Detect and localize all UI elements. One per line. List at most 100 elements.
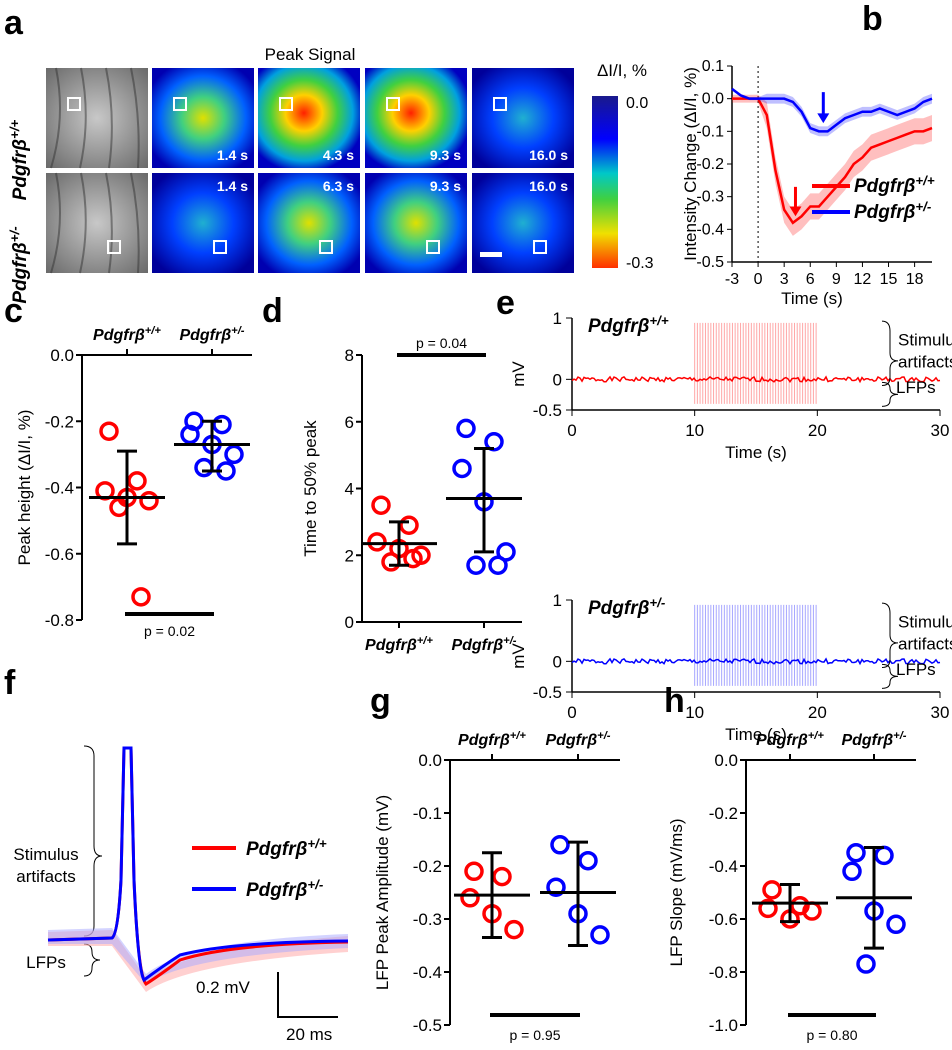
time-label: 1.4 s	[217, 178, 248, 194]
time-label: 1.4 s	[217, 147, 248, 163]
data-point	[403, 548, 423, 569]
group-label-het: Pdgfrβ+/-	[179, 325, 244, 344]
scale-bar-time: 20 ms	[286, 1025, 332, 1044]
data-point	[846, 843, 866, 863]
annotation-lfps: LFPs	[26, 953, 66, 972]
x-tick-label: 9	[832, 271, 841, 288]
y-tick-label: -0.2	[45, 412, 74, 431]
panel-d: 8 6 4 2 0 Pdgfrβ+/+ Pdgfrβ+/- p = 0.04 Time to 5…	[301, 335, 522, 654]
panel-g: 0.0 -0.1 -0.2 -0.3 -0.4 -0.5 Pdgfrβ+/+ Pdgfrβ+/…	[373, 730, 620, 1043]
colorbar-bottom-label: -0.3	[626, 255, 654, 272]
p-value: p = 0.95	[510, 1027, 561, 1043]
data-point	[224, 444, 244, 465]
data-point	[466, 555, 486, 576]
x-tick-label: 20	[808, 703, 827, 722]
panel-label-c: c	[4, 292, 23, 330]
x-axis-label: Time (s)	[725, 725, 787, 744]
roi-box	[386, 97, 400, 111]
panel-h: 0.0 -0.2 -0.4 -0.6 -0.8 -1.0 Pdgfrβ+/+ Pdgfrβ+/…	[667, 730, 916, 1043]
y-axis-label: Time to 50% peak	[301, 420, 320, 557]
annotation-lfps: LFPs	[896, 378, 936, 397]
peak-signal-title: Peak Signal	[265, 45, 356, 64]
y-tick-label: 0	[553, 652, 562, 671]
y-tick-label: -0.3	[413, 910, 442, 929]
lfp-bracket	[881, 663, 899, 689]
y-tick-label: -0.2	[696, 156, 724, 173]
data-point	[546, 877, 566, 897]
time-label: 16.0 s	[529, 147, 568, 163]
y-tick-label: 0.0	[702, 91, 724, 108]
panel-label-b: b	[862, 0, 883, 38]
panel-label-e: e	[496, 284, 515, 322]
p-value: p = 0.02	[144, 623, 195, 639]
series-line	[732, 97, 933, 225]
roi-box	[173, 97, 187, 111]
roi-box	[426, 240, 440, 254]
x-axis-label: Time (s)	[781, 289, 843, 308]
annotation-stimulus: Stimulus	[898, 331, 952, 350]
y-tick-label: -0.5	[413, 1016, 442, 1035]
y-tick-label: -0.2	[413, 857, 442, 876]
data-point	[464, 861, 484, 882]
y-tick-label: -0.5	[533, 401, 562, 420]
image-tile	[152, 68, 254, 168]
image-tile	[258, 68, 360, 168]
data-point	[127, 471, 147, 491]
y-tick-label: -0.4	[413, 963, 442, 982]
image-tile	[152, 173, 254, 273]
y-tick-label: 4	[345, 480, 354, 499]
image-tile	[258, 173, 360, 273]
x-tick-label: 6	[806, 271, 815, 288]
data-point	[194, 457, 214, 478]
x-tick-label: 20	[808, 421, 827, 440]
panel-label-d: d	[262, 292, 283, 330]
peak-arrowhead-blue	[817, 113, 830, 124]
data-point	[399, 515, 419, 535]
data-point	[367, 532, 387, 552]
data-point	[758, 898, 778, 919]
annotation-lfps: LFPs	[896, 660, 936, 679]
legend-label-het: Pdgfrβ+/-	[854, 199, 932, 224]
time-label: 6.3 s	[323, 178, 354, 194]
x-tick-label: 18	[906, 271, 924, 288]
data-point	[856, 954, 876, 974]
data-point	[452, 458, 472, 479]
y-tick-label: -0.8	[709, 963, 738, 982]
lfp-trace	[571, 657, 941, 666]
annotation-stimulus: Stimulus	[13, 845, 78, 864]
roi-box	[67, 97, 81, 111]
x-axis-label: Time (s)	[725, 443, 787, 462]
x-tick-label: 0	[567, 703, 576, 722]
roi-box	[213, 240, 227, 254]
time-label: 9.3 s	[430, 178, 461, 194]
annotation-artifacts: artifacts	[898, 635, 952, 654]
y-tick-label: -0.4	[696, 221, 724, 238]
annotation-artifacts: artifacts	[16, 867, 76, 886]
y-tick-label: -0.4	[45, 479, 74, 498]
y-tick-label: -0.4	[709, 857, 738, 876]
roi-box	[279, 97, 293, 111]
x-tick-label: 10	[685, 703, 704, 722]
vessel-line	[79, 172, 87, 274]
y-tick-label: -0.8	[45, 611, 74, 630]
annotation-stimulus: Stimulus	[898, 613, 952, 632]
colorbar-title: ΔI/I, %	[597, 61, 647, 80]
data-point	[590, 925, 610, 945]
group-label-wt: Pdgfrβ+/+	[365, 635, 433, 654]
data-point	[488, 555, 508, 576]
panel-f: Stimulus artifacts LFPs Pdgfrβ+/+ Pdgfrβ+/- 0…	[13, 745, 349, 1044]
x-tick-label: 3	[780, 271, 789, 288]
group-label-het: Pdgfrβ+/-	[451, 635, 516, 654]
colorbar-top-label: 0.0	[626, 95, 648, 112]
data-point	[371, 495, 391, 515]
row-label-het: Pdgfrβ+/-	[7, 226, 32, 304]
vessel-line	[50, 172, 61, 274]
y-tick-label: -1.0	[709, 1016, 738, 1035]
image-tile	[46, 173, 148, 273]
group-label-wt: Pdgfrβ+/+	[93, 325, 161, 344]
roi-box	[107, 240, 121, 254]
row-label-wt: Pdgfrβ+/+	[7, 119, 32, 200]
